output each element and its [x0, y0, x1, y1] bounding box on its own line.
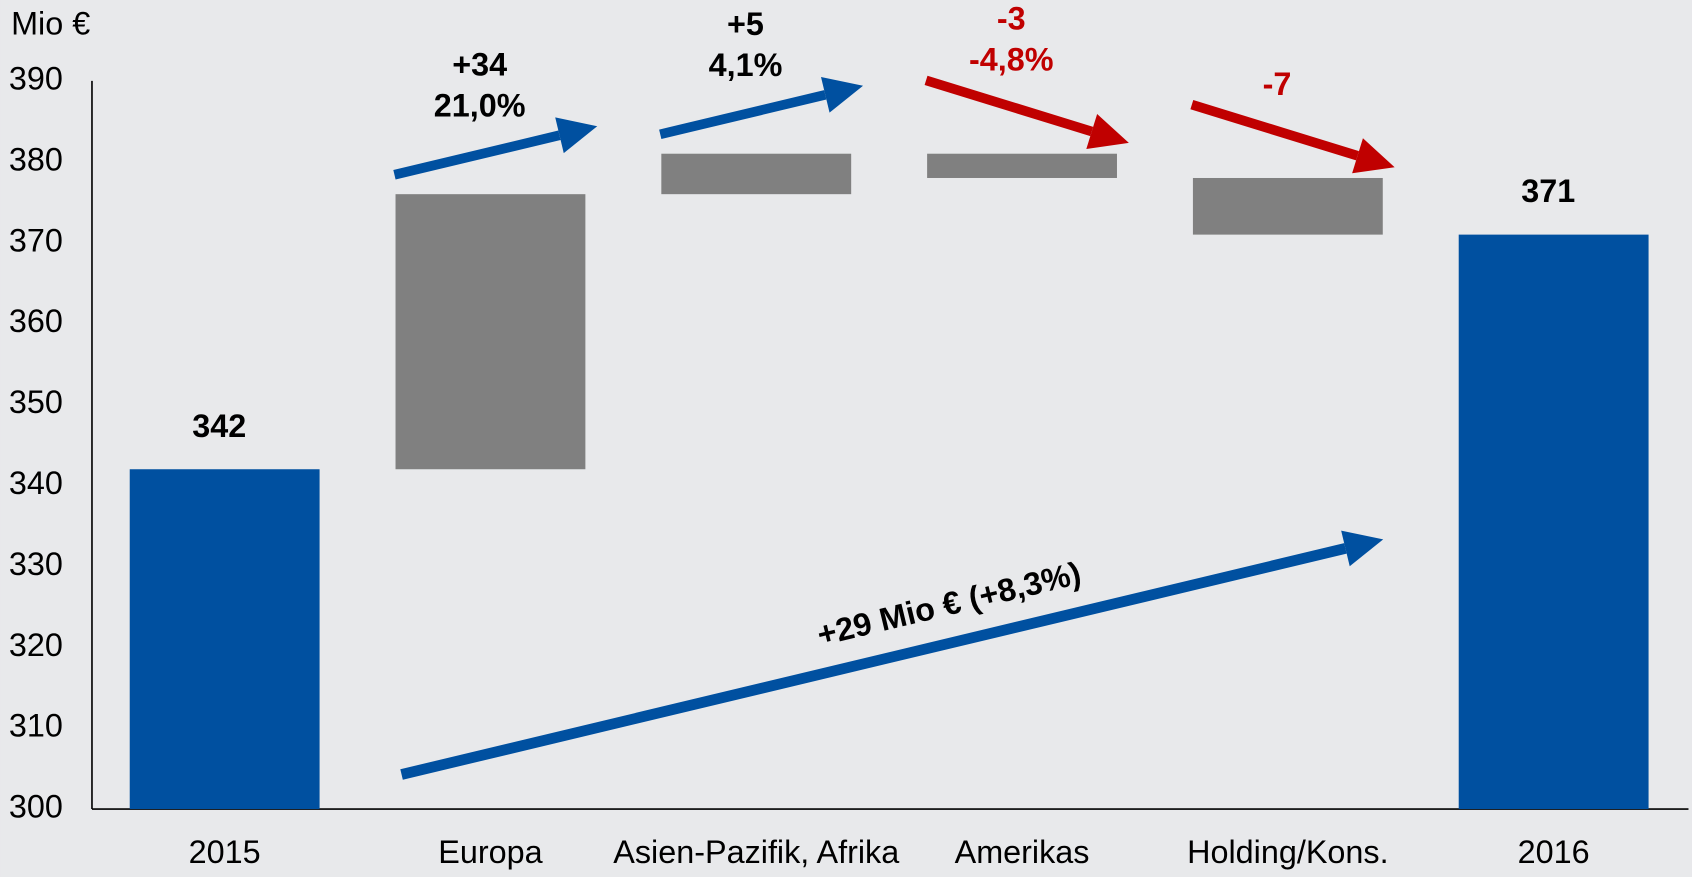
y-tick-label: 350: [9, 384, 63, 420]
y-tick-label: 320: [9, 627, 63, 663]
x-tick-label: Amerikas: [955, 834, 1090, 870]
arrow-head: [1086, 113, 1129, 150]
value-label: -7: [1263, 66, 1292, 102]
x-tick-label: 2015: [189, 834, 261, 870]
value-label: 371: [1521, 173, 1575, 209]
arrow-head: [555, 117, 598, 154]
bar: [1458, 234, 1649, 810]
y-axis-label: Mio €: [11, 5, 90, 41]
change-label: 4,1%: [709, 47, 783, 83]
y-tick-label: 340: [9, 465, 63, 501]
x-tick-label: Asien-Pazifik, Afrika: [613, 834, 899, 870]
bar: [927, 153, 1117, 178]
bar: [661, 153, 852, 195]
arrow-shaft: [400, 543, 1347, 780]
bar: [395, 194, 586, 470]
x-tick-label: Europa: [438, 834, 542, 870]
bar: [1192, 177, 1383, 235]
value-label: +34: [452, 46, 507, 82]
value-label: 342: [192, 408, 246, 444]
y-tick-label: 300: [9, 789, 63, 825]
y-tick-label: 360: [9, 303, 63, 339]
arrow-head: [821, 76, 864, 113]
change-label: 21,0%: [434, 87, 526, 123]
arrow-head: [1352, 138, 1395, 174]
y-tick-label: 330: [9, 546, 63, 582]
arrow-shaft: [1190, 99, 1359, 161]
arrow-shaft: [659, 90, 827, 140]
arrow-shaft: [924, 75, 1094, 137]
arrow-head: [1341, 530, 1384, 567]
x-tick-label: 2016: [1518, 834, 1590, 870]
y-tick-label: 310: [9, 708, 63, 744]
arrow-shaft: [393, 130, 561, 180]
value-label: -3: [997, 1, 1026, 37]
value-label: +5: [727, 6, 764, 42]
bar: [129, 469, 320, 810]
y-tick-label: 380: [9, 141, 63, 177]
y-tick-label: 390: [9, 60, 63, 96]
change-label: -4,8%: [969, 42, 1054, 78]
y-tick-label: 370: [9, 222, 63, 258]
x-tick-label: Holding/Kons.: [1187, 834, 1388, 870]
